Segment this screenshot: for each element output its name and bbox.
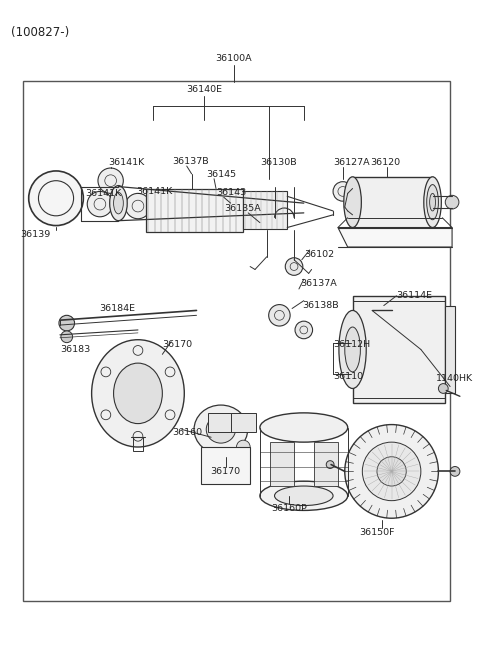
Ellipse shape (109, 186, 127, 220)
Bar (270, 442, 294, 486)
Bar (202, 447, 250, 484)
Text: 36160P: 36160P (271, 504, 307, 512)
Ellipse shape (260, 481, 348, 510)
Circle shape (285, 258, 303, 276)
Ellipse shape (92, 340, 184, 447)
Text: 36102: 36102 (304, 250, 334, 259)
Circle shape (98, 168, 123, 194)
Polygon shape (338, 228, 452, 247)
Ellipse shape (344, 177, 361, 228)
Ellipse shape (114, 192, 123, 214)
Circle shape (237, 440, 250, 454)
Ellipse shape (430, 194, 435, 211)
Circle shape (445, 195, 459, 209)
Circle shape (87, 192, 113, 216)
Text: 36139: 36139 (21, 230, 51, 239)
Text: 36160: 36160 (172, 428, 202, 436)
Ellipse shape (339, 310, 366, 388)
Circle shape (326, 461, 334, 468)
Text: 36183: 36183 (60, 344, 90, 354)
Text: 36140E: 36140E (186, 85, 222, 94)
Bar (146, 188, 243, 232)
Circle shape (362, 442, 421, 501)
Text: 36120: 36120 (370, 158, 400, 167)
Text: 36138B: 36138B (302, 300, 338, 310)
Text: 36127A: 36127A (333, 158, 370, 167)
Bar (313, 442, 338, 486)
Bar (353, 296, 445, 403)
Circle shape (269, 304, 290, 326)
Text: 36170: 36170 (211, 466, 241, 476)
Text: 36141K: 36141K (108, 158, 145, 167)
Text: 36150F: 36150F (359, 528, 395, 537)
Bar (208, 413, 234, 432)
Ellipse shape (260, 413, 348, 442)
Circle shape (362, 306, 372, 316)
Text: 36100A: 36100A (215, 54, 252, 63)
Ellipse shape (345, 327, 360, 372)
Ellipse shape (427, 184, 438, 220)
Circle shape (345, 424, 438, 518)
Circle shape (333, 182, 353, 201)
Text: 36184E: 36184E (99, 304, 135, 313)
Bar (243, 192, 287, 230)
Text: 36170: 36170 (162, 340, 192, 349)
Ellipse shape (194, 405, 248, 454)
Ellipse shape (275, 486, 333, 506)
Circle shape (29, 171, 84, 226)
Circle shape (125, 194, 151, 218)
Text: 1140HK: 1140HK (435, 374, 473, 383)
Ellipse shape (114, 363, 162, 424)
Circle shape (295, 321, 312, 338)
Circle shape (59, 316, 74, 331)
Text: 36141K: 36141K (85, 190, 121, 198)
Bar (230, 413, 256, 432)
Bar (23, 81, 450, 601)
Bar (353, 177, 432, 228)
Text: (100827-): (100827-) (11, 26, 70, 39)
Text: 36137B: 36137B (172, 157, 209, 166)
Circle shape (377, 457, 406, 486)
Text: 36110: 36110 (333, 372, 363, 381)
Circle shape (61, 331, 72, 342)
Text: 36143: 36143 (216, 188, 246, 197)
Bar (133, 438, 143, 451)
Text: 36145: 36145 (206, 170, 236, 178)
Text: 36137A: 36137A (300, 279, 336, 288)
Circle shape (450, 466, 460, 476)
Text: 36141K: 36141K (136, 188, 172, 196)
Text: 36130B: 36130B (260, 158, 297, 167)
Text: 36135A: 36135A (224, 204, 261, 213)
Bar (445, 306, 455, 394)
Text: 36114E: 36114E (396, 291, 432, 300)
Text: 36112H: 36112H (333, 340, 370, 349)
Circle shape (438, 384, 448, 394)
Ellipse shape (206, 416, 236, 443)
Ellipse shape (424, 177, 441, 228)
